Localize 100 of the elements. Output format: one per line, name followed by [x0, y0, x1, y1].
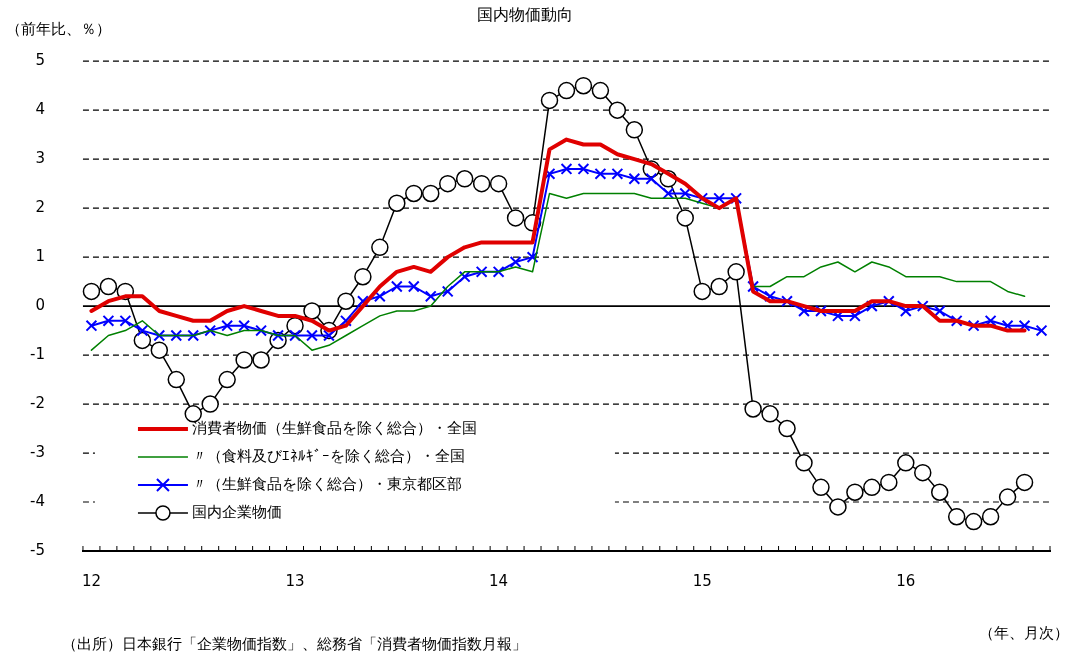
point — [390, 280, 403, 293]
point — [897, 454, 915, 472]
point — [506, 209, 525, 227]
point — [798, 305, 810, 317]
point — [730, 192, 743, 205]
point — [865, 300, 878, 313]
x-axis-title: （年、月次） — [979, 623, 1069, 642]
point — [489, 174, 508, 193]
point — [201, 395, 219, 413]
legend-label: 国内企業物価 — [191, 502, 282, 521]
y-tick-label: 1 — [35, 247, 45, 266]
point — [981, 507, 1000, 526]
point — [306, 329, 318, 342]
point — [356, 295, 369, 308]
point — [778, 419, 796, 438]
point — [812, 478, 830, 497]
chart-title: 国内物価動向 — [477, 4, 573, 24]
point — [947, 507, 966, 526]
y-tick-label: 5 — [35, 51, 45, 70]
y-axis-title: （前年比、％） — [6, 19, 111, 38]
legend-label: 消費者物価（生鮮食品を除く総合）・全国 — [191, 418, 477, 437]
point — [492, 265, 505, 278]
point — [153, 329, 166, 342]
point — [289, 329, 301, 342]
point — [795, 454, 813, 472]
y-tick-label: -5 — [29, 540, 45, 559]
point — [710, 277, 728, 296]
y-tick-label: 3 — [35, 149, 45, 168]
point — [339, 314, 352, 327]
point — [625, 121, 644, 139]
x-tick-label: 13 — [285, 571, 305, 590]
point — [964, 512, 983, 531]
point — [472, 174, 491, 193]
point — [218, 370, 236, 389]
point — [1015, 473, 1034, 492]
point — [509, 256, 522, 268]
point — [846, 483, 864, 501]
point — [458, 270, 471, 283]
y-tick-label: -1 — [29, 344, 45, 363]
point — [221, 319, 234, 332]
y-tick-label: -3 — [29, 442, 45, 461]
point — [99, 277, 118, 296]
point — [540, 91, 559, 110]
point — [914, 463, 932, 482]
point — [761, 405, 779, 423]
point — [645, 172, 658, 185]
point — [455, 170, 474, 188]
point — [1035, 324, 1048, 337]
point — [591, 81, 610, 100]
point — [998, 488, 1017, 506]
x-tick-label: 12 — [81, 571, 101, 590]
point — [747, 280, 760, 293]
point — [727, 263, 745, 281]
point — [337, 292, 355, 310]
point — [628, 172, 641, 185]
point — [1018, 319, 1031, 332]
point — [187, 329, 200, 342]
point — [424, 290, 437, 303]
point — [303, 302, 321, 320]
point — [252, 351, 270, 369]
point — [764, 290, 777, 303]
point — [781, 295, 793, 308]
y-tick-label: -2 — [29, 393, 45, 412]
point — [693, 282, 711, 301]
x-tick-label: 14 — [489, 571, 509, 590]
point — [136, 324, 149, 337]
point — [930, 483, 949, 501]
point — [388, 194, 406, 212]
y-tick-label: 4 — [35, 100, 45, 119]
point — [984, 314, 997, 327]
point — [676, 209, 694, 227]
point — [371, 238, 389, 257]
point — [167, 370, 186, 389]
point — [880, 473, 898, 492]
point — [899, 305, 912, 317]
point — [405, 184, 423, 203]
point — [82, 282, 101, 301]
point — [611, 167, 624, 180]
point — [438, 174, 457, 193]
point — [526, 251, 539, 264]
point — [679, 187, 692, 200]
point — [848, 309, 861, 322]
y-tick-label: 2 — [35, 198, 45, 217]
y-tick-label: -4 — [29, 491, 45, 510]
point — [574, 76, 593, 95]
x-tick-label: 16 — [896, 571, 916, 590]
point — [238, 319, 251, 332]
y-tick-label: 0 — [35, 295, 45, 314]
point — [407, 280, 420, 293]
point — [354, 267, 372, 286]
point — [933, 305, 946, 317]
point — [150, 341, 169, 359]
point — [594, 167, 607, 180]
point — [882, 295, 895, 308]
point — [235, 351, 253, 369]
point — [255, 324, 268, 337]
point — [829, 498, 847, 516]
point — [85, 319, 98, 332]
point — [1001, 319, 1014, 332]
point — [713, 192, 726, 205]
